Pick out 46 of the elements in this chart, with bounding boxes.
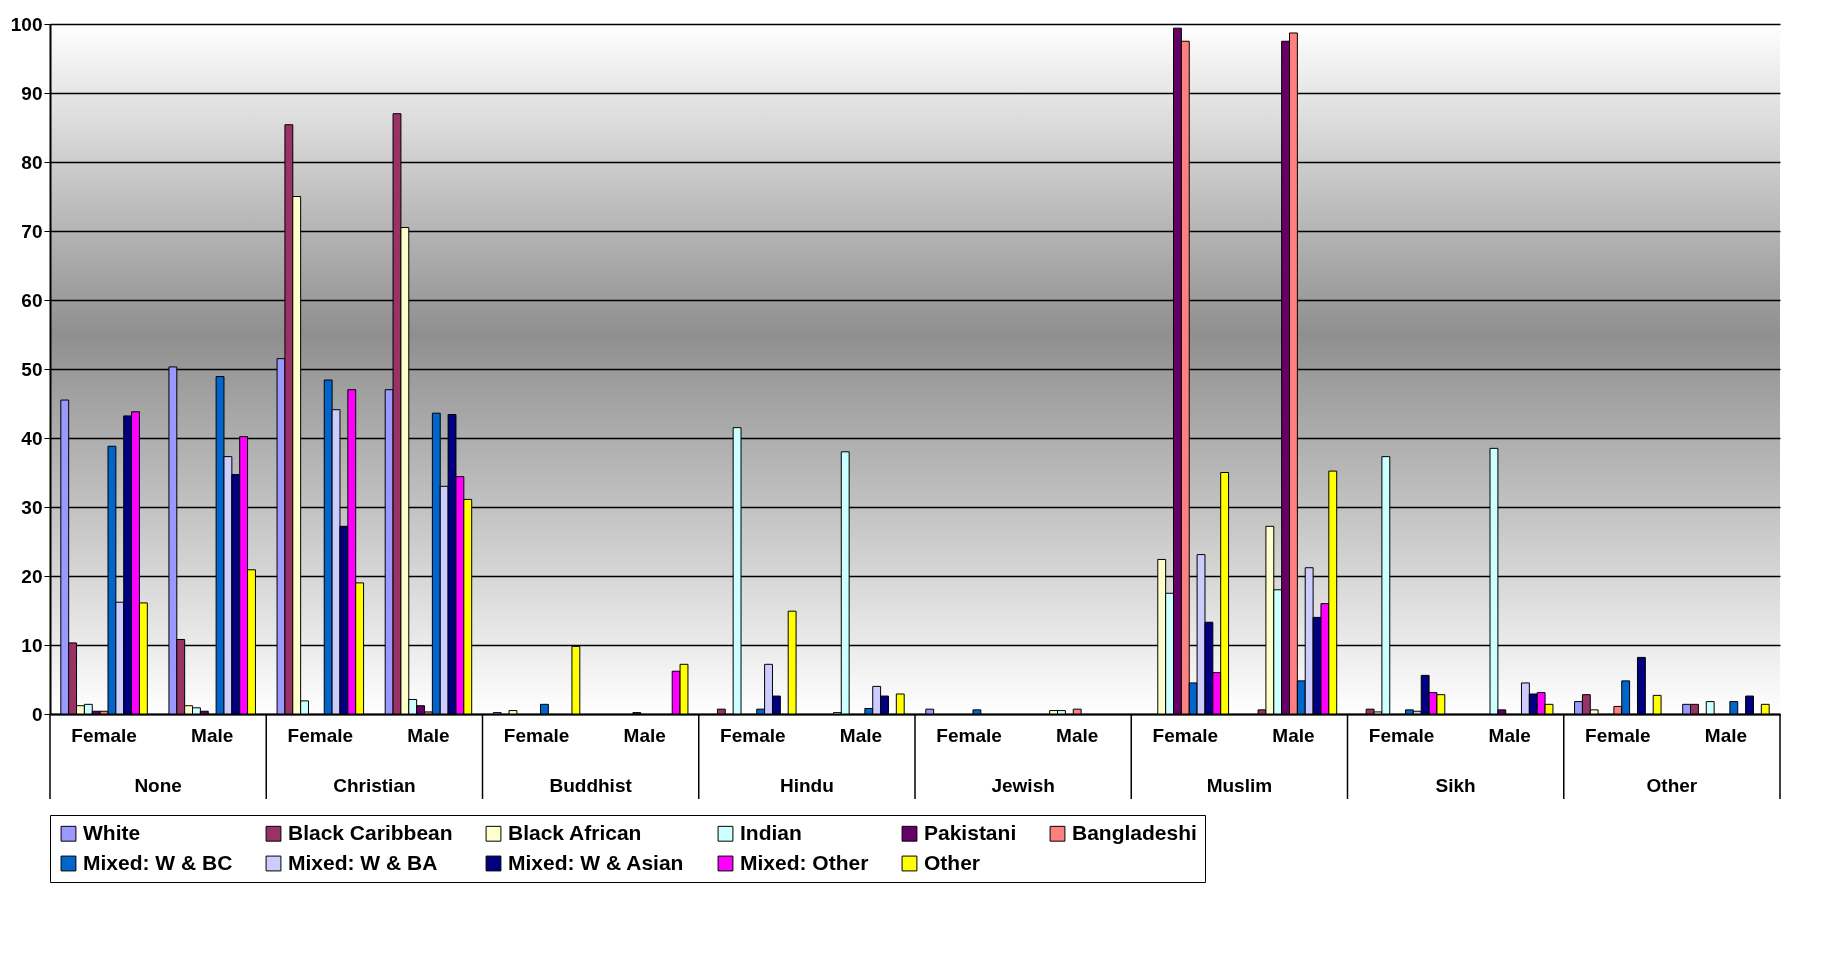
text: Muslim bbox=[1206, 775, 1273, 796]
x-tick-label: Male bbox=[1704, 724, 1748, 746]
x-tick-label: Female bbox=[720, 724, 786, 746]
y-tick-label: 80 bbox=[21, 151, 43, 173]
legend-label: Other bbox=[924, 850, 981, 874]
text: Other bbox=[1646, 775, 1698, 796]
x-tick-label: Male bbox=[191, 724, 234, 746]
x-tick-label: Female bbox=[503, 724, 570, 746]
legend-label: Mixed: W & Asian bbox=[508, 850, 684, 874]
y-tick-label: 90 bbox=[21, 82, 43, 104]
text: Hindu bbox=[779, 775, 834, 796]
text: Jewish bbox=[991, 775, 1055, 796]
x-tick-label: Male bbox=[623, 724, 666, 746]
legend-label: White bbox=[83, 820, 141, 844]
x-tick-label: Male bbox=[1272, 724, 1315, 746]
text: None bbox=[134, 775, 182, 796]
x-tick-label: Male bbox=[407, 724, 450, 746]
legend-label: Black African bbox=[508, 820, 642, 844]
x-tick-label: Female bbox=[1152, 724, 1219, 746]
y-tick-label: 10 bbox=[21, 634, 43, 656]
y-tick-label: 50 bbox=[21, 358, 43, 380]
x-tick-label: Female bbox=[1368, 724, 1435, 746]
text: Sikh bbox=[1435, 775, 1476, 796]
y-tick-label: 0 bbox=[31, 703, 43, 725]
x-tick-label: Male bbox=[839, 724, 883, 746]
y-tick-label: 40 bbox=[21, 427, 43, 449]
legend-label: Black Caribbean bbox=[288, 820, 453, 844]
legend-label: Indian bbox=[740, 820, 802, 844]
x-tick-label: Male bbox=[1488, 724, 1531, 746]
x-tick-label: Female bbox=[936, 724, 1002, 746]
x-tick-label: Female bbox=[1585, 724, 1651, 746]
legend-label: Bangladeshi bbox=[1072, 820, 1197, 844]
x-tick-label: Male bbox=[1056, 724, 1099, 746]
legend-label: Mixed: W & BC bbox=[83, 850, 233, 874]
text: Buddhist bbox=[549, 775, 633, 796]
y-tick-label: 100 bbox=[10, 13, 43, 35]
x-tick-label: Female bbox=[71, 724, 137, 746]
y-tick-label: 30 bbox=[21, 496, 43, 518]
y-tick-label: 60 bbox=[21, 289, 43, 311]
legend-label: Mixed: Other bbox=[740, 850, 869, 874]
y-tick-label: 20 bbox=[21, 565, 43, 587]
legend-label: Pakistani bbox=[924, 820, 1017, 844]
text: Christian bbox=[333, 775, 416, 796]
x-tick-label: Female bbox=[287, 724, 354, 746]
legend-label: Mixed: W & BA bbox=[288, 850, 438, 874]
y-tick-label: 70 bbox=[21, 220, 43, 242]
